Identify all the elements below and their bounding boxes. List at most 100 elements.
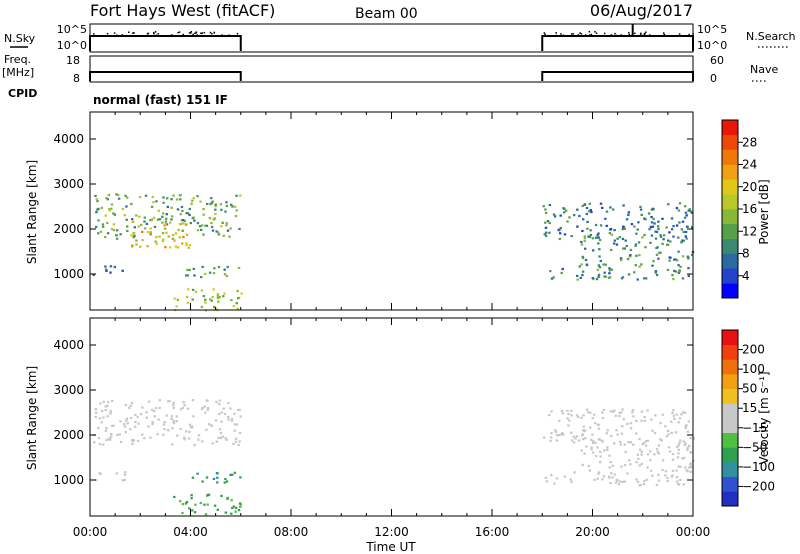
data-cell: [216, 294, 220, 297]
data-cell: [111, 399, 114, 403]
data-cell: [184, 502, 188, 505]
data-cell: [597, 242, 600, 245]
data-cell: [233, 429, 236, 432]
data-cell: [572, 441, 576, 444]
data-cell: [596, 268, 599, 271]
data-cell: [204, 224, 207, 227]
data-cell: [589, 411, 592, 414]
data-cell: [581, 256, 585, 260]
nsky-point: [121, 34, 123, 36]
data-cell: [643, 419, 646, 422]
data-cell: [230, 203, 233, 206]
data-cell: [187, 437, 191, 440]
data-cell: [655, 273, 659, 277]
data-cell: [606, 448, 609, 451]
data-cell: [665, 226, 668, 229]
data-cell: [237, 408, 240, 412]
data-cell: [630, 223, 634, 226]
data-cell: [220, 225, 223, 228]
colorbar-tick-label: 100: [742, 362, 765, 376]
nsky-point: [562, 34, 565, 36]
data-cell: [585, 445, 588, 448]
data-cell: [202, 208, 205, 211]
data-cell: [632, 443, 635, 446]
data-cell: [580, 449, 583, 452]
data-cell: [216, 472, 219, 475]
data-cell: [232, 505, 236, 508]
colorbar-swatch: [722, 476, 738, 492]
data-cell: [665, 435, 669, 438]
data-cell: [181, 503, 184, 506]
data-cell: [636, 228, 639, 231]
data-cell: [165, 231, 168, 234]
data-cell: [584, 247, 587, 250]
data-cell: [579, 276, 582, 279]
data-cell: [175, 305, 178, 308]
data-cell: [239, 476, 242, 479]
data-cell: [666, 268, 670, 271]
data-cell: [613, 442, 616, 445]
data-cell: [678, 270, 681, 273]
data-cell: [667, 203, 670, 206]
data-cell: [629, 254, 632, 257]
data-cell: [126, 196, 129, 199]
data-cell: [616, 433, 619, 436]
data-cell: [110, 435, 113, 438]
data-cell: [583, 239, 586, 243]
data-cell: [135, 214, 138, 217]
data-cell: [548, 231, 551, 234]
data-cell: [181, 511, 184, 515]
data-cell: [214, 212, 217, 216]
data-cell: [550, 410, 553, 413]
colorbar-swatch: [722, 120, 738, 136]
data-cell: [617, 483, 621, 486]
data-cell: [655, 483, 659, 487]
data-cell: [638, 254, 641, 257]
data-cell: [101, 225, 105, 228]
nsky-point: [153, 34, 155, 37]
data-cell: [580, 263, 583, 266]
nsky-point: [146, 33, 149, 35]
data-cell: [668, 231, 671, 234]
data-cell: [134, 413, 137, 416]
data-cell: [185, 501, 189, 504]
nsky-point: [128, 31, 130, 33]
data-cell: [563, 233, 567, 236]
data-cell: [133, 226, 136, 229]
data-cell: [191, 288, 195, 291]
data-cell: [149, 227, 152, 230]
data-cell: [597, 273, 601, 276]
data-cell: [610, 233, 613, 236]
nsky-point: [692, 33, 694, 35]
data-cell: [675, 413, 679, 416]
data-cell: [657, 479, 661, 482]
data-cell: [168, 246, 172, 249]
data-cell: [584, 258, 588, 262]
data-cell: [640, 263, 643, 266]
data-cell: [123, 214, 126, 217]
data-cell: [653, 453, 656, 456]
data-cell: [176, 298, 179, 301]
data-cell: [627, 273, 631, 276]
data-cell: [234, 510, 237, 513]
data-cell: [671, 453, 675, 456]
data-cell: [544, 231, 548, 234]
data-cell: [235, 209, 238, 212]
data-cell: [585, 264, 589, 267]
nsky-point: [201, 32, 203, 34]
data-cell: [213, 305, 216, 309]
nsearch-tick-bottom: 10^0: [697, 39, 727, 52]
nsky-point: [555, 32, 557, 34]
data-cell: [201, 224, 204, 227]
data-cell: [161, 232, 165, 235]
data-cell: [235, 437, 238, 440]
data-cell: [170, 218, 173, 221]
data-cell: [641, 236, 644, 239]
colorbar-swatch: [722, 164, 738, 180]
data-cell: [590, 438, 593, 441]
data-cell: [688, 208, 691, 211]
data-cell: [610, 472, 613, 475]
date-label: 06/Aug/2017: [590, 1, 693, 20]
data-cell: [174, 245, 177, 248]
nsearch-tick-top: 10^5: [697, 23, 727, 36]
